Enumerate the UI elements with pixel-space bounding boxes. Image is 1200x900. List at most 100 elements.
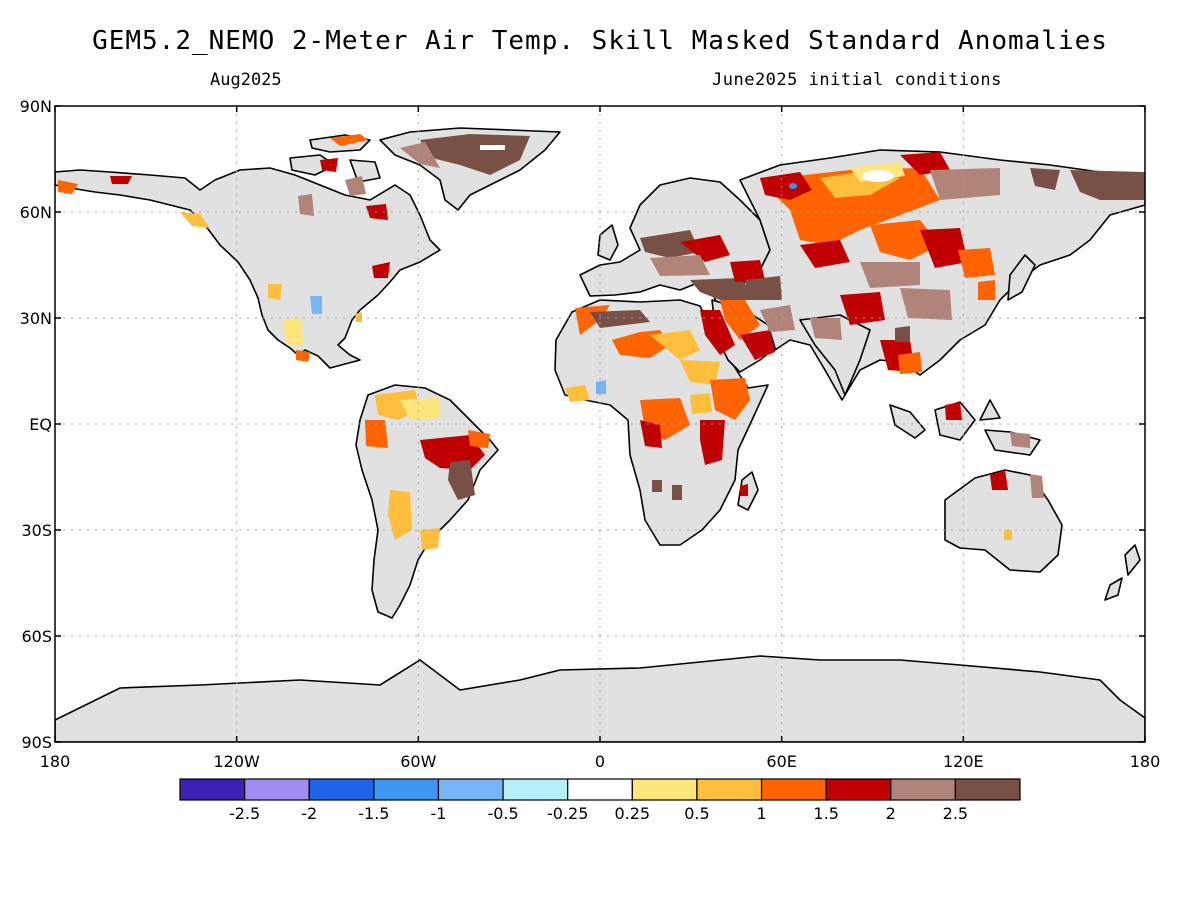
initial-conditions-label: June2025 initial conditions xyxy=(712,70,1002,90)
anomaly-patch xyxy=(355,312,362,322)
anomaly-patch xyxy=(320,158,338,172)
lat-label: 30S xyxy=(21,521,52,540)
lon-label: 120W xyxy=(213,752,260,771)
colorbar-swatch xyxy=(760,778,827,801)
colorbar-label: -2.5 xyxy=(229,804,260,823)
colorbar-swatch xyxy=(631,778,698,801)
anomaly-patch xyxy=(710,378,750,420)
south-america-landmass xyxy=(355,384,499,619)
anomaly-patch xyxy=(1030,474,1044,498)
map-plot-area xyxy=(55,106,1145,742)
anomaly-patch xyxy=(789,183,797,189)
anomaly-patch xyxy=(680,235,730,262)
anomaly-patch xyxy=(1004,530,1012,540)
anomaly-patch xyxy=(372,262,390,278)
anomaly-patches xyxy=(58,134,1145,550)
anomaly-patch xyxy=(388,490,412,540)
anomaly-patch xyxy=(298,194,314,216)
colorbar-swatch xyxy=(373,778,440,801)
anomaly-patch xyxy=(420,134,530,175)
anomaly-patch xyxy=(895,326,910,342)
colorbar-label: -0.25 xyxy=(547,804,588,823)
colorbar-swatch xyxy=(954,778,1021,801)
lon-label: 60W xyxy=(400,752,436,771)
colorbar-label: 1 xyxy=(756,804,766,823)
anomaly-patch xyxy=(480,145,505,150)
map-title: GEM5.2_NEMO 2-Meter Air Temp. Skill Mask… xyxy=(92,26,1108,56)
anomaly-patch xyxy=(745,276,782,300)
anomaly-patch xyxy=(1070,170,1145,200)
new-zealand-landmass xyxy=(1104,544,1141,601)
colorbar-swatch xyxy=(696,778,763,801)
anomaly-patch xyxy=(282,318,304,346)
lon-label: 180 xyxy=(1130,752,1161,771)
anomaly-patch xyxy=(400,398,440,420)
anomaly-patch xyxy=(740,484,748,496)
anomaly-patch xyxy=(800,240,850,268)
anomaly-patch xyxy=(920,228,968,268)
anomaly-patch xyxy=(690,278,760,300)
anomaly-patch xyxy=(58,180,78,194)
anomaly-patch xyxy=(690,393,712,414)
graticule xyxy=(55,106,1145,742)
colorbar-label: 2 xyxy=(886,804,896,823)
japan-landmass xyxy=(1007,254,1036,301)
anomaly-patch xyxy=(596,380,606,394)
anomaly-patch xyxy=(652,480,662,492)
anomaly-patch xyxy=(900,288,952,320)
anomaly-patch xyxy=(810,318,842,340)
anomaly-patch xyxy=(310,296,322,314)
colorbar-label: 0.25 xyxy=(614,804,650,823)
anomaly-patch xyxy=(862,170,894,182)
colorbar-swatch xyxy=(179,778,246,801)
latitude-labels: 90N 60N 30N EQ 30S 60S 90S xyxy=(20,97,52,752)
anomaly-patch xyxy=(760,172,812,200)
colorbar-labels: -2.5 -2 -1.5 -1 -0.5 -0.25 0.25 0.5 1 1.5 2 2.5 xyxy=(229,804,968,823)
latitude-ticks xyxy=(55,105,1145,743)
lat-label: 30N xyxy=(20,309,52,328)
anomaly-patch xyxy=(760,305,795,332)
anomaly-patch xyxy=(650,330,700,360)
anomaly-patch xyxy=(900,152,950,175)
anomaly-patch xyxy=(680,360,720,385)
british-isles-landmass xyxy=(597,224,619,261)
lon-label: 120E xyxy=(943,752,984,771)
anomaly-patch xyxy=(110,176,132,184)
anomaly-patch xyxy=(330,134,368,146)
longitude-labels: 180 120W 60W 0 60E 120E 180 xyxy=(40,752,1161,771)
anomaly-patch xyxy=(740,330,775,360)
colorbar-swatch xyxy=(244,778,310,801)
valid-month-label: Aug2025 xyxy=(210,70,282,90)
anomaly-patch xyxy=(400,142,440,168)
colorbar-swatch xyxy=(825,778,892,801)
lat-label: 90S xyxy=(21,733,52,752)
lon-label: 0 xyxy=(595,752,605,771)
colorbar-label: -0.5 xyxy=(487,804,518,823)
colorbar-label: -1 xyxy=(430,804,446,823)
anomaly-patch xyxy=(930,168,1000,200)
anomaly-patch xyxy=(420,528,440,550)
colorbar-label: 0.5 xyxy=(684,804,709,823)
anomaly-patch xyxy=(1010,432,1030,448)
anomaly-patch xyxy=(180,212,210,228)
anomaly-patch xyxy=(345,176,366,196)
lat-label: 90N xyxy=(20,97,52,116)
anomaly-patch xyxy=(448,460,475,500)
colorbar-label: 2.5 xyxy=(943,804,968,823)
anomaly-patch xyxy=(296,350,310,362)
longitude-ticks xyxy=(54,106,1146,742)
colorbar-swatch xyxy=(437,778,504,801)
anomaly-patch xyxy=(840,292,885,325)
anomaly-patch xyxy=(958,248,995,278)
anomaly-patch xyxy=(860,262,920,288)
colorbar-label: 1.5 xyxy=(813,804,838,823)
colorbar-label: -1.5 xyxy=(358,804,389,823)
anomaly-patch xyxy=(590,310,650,328)
colorbar-swatch xyxy=(890,778,956,801)
lon-label: 60E xyxy=(766,752,796,771)
anomaly-patch xyxy=(978,280,995,300)
colorbar-swatch xyxy=(308,778,375,801)
lon-label: 180 xyxy=(40,752,71,771)
anomaly-patch xyxy=(700,420,725,465)
